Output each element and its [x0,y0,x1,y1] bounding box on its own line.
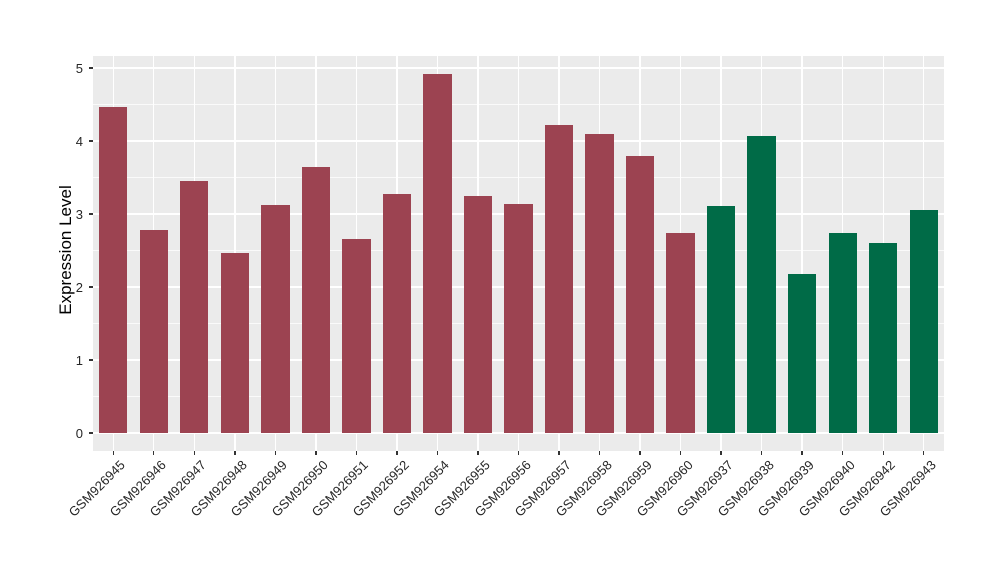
y-tick-label: 0 [75,425,83,441]
bar-GSM926940 [828,232,857,433]
bar-GSM926939 [787,273,817,433]
y-tick-label: 4 [75,133,83,149]
bar-GSM926937 [706,205,736,433]
bar-GSM926955 [463,195,493,433]
x-tick [760,451,763,455]
x-tick [639,451,641,455]
x-tick [112,451,114,455]
x-gridline [801,56,803,451]
bar-GSM926943 [909,210,938,433]
x-tick [841,451,844,455]
bar-GSM926959 [625,156,655,433]
x-tick [315,451,317,455]
plot-panel [93,56,944,451]
y-tick-label: 2 [75,279,83,295]
x-tick [274,451,277,455]
y-tick-label: 5 [75,60,83,76]
bar-GSM926947 [180,181,209,433]
bar-GSM926946 [139,230,168,433]
bar-GSM926938 [747,135,776,433]
bar-GSM926960 [666,232,695,433]
x-tick [193,451,195,455]
x-tick [153,451,155,455]
x-tick [355,451,358,455]
x-tick [477,451,479,455]
y-tick-label: 3 [75,206,83,222]
y-tick [89,140,93,142]
y-tick [89,432,93,434]
x-tick [882,451,884,455]
bar-GSM926948 [220,252,249,433]
x-tick [436,451,439,455]
y-tick [89,286,93,288]
x-tick [396,451,398,455]
x-tick [923,451,925,455]
x-tick [679,451,682,455]
bar-GSM926952 [382,194,412,433]
x-tick [517,451,520,455]
x-tick [801,451,803,455]
y-tick [89,67,93,69]
x-tick [558,451,560,455]
x-tick [598,451,601,455]
bar-GSM926957 [544,124,574,433]
bar-GSM926954 [423,73,452,433]
x-tick [234,451,236,455]
bar-GSM926951 [342,238,371,433]
bar-GSM926942 [869,243,898,433]
y-tick [89,359,93,361]
bar-GSM926949 [261,205,290,433]
bar-GSM926945 [99,106,128,433]
y-tick-label: 1 [75,352,83,368]
x-tick [720,451,722,455]
bar-GSM926956 [504,203,533,433]
bar-GSM926958 [585,133,614,433]
bar-GSM926950 [301,167,331,433]
y-axis-title: Expression Level [56,185,75,315]
y-tick [89,213,93,215]
